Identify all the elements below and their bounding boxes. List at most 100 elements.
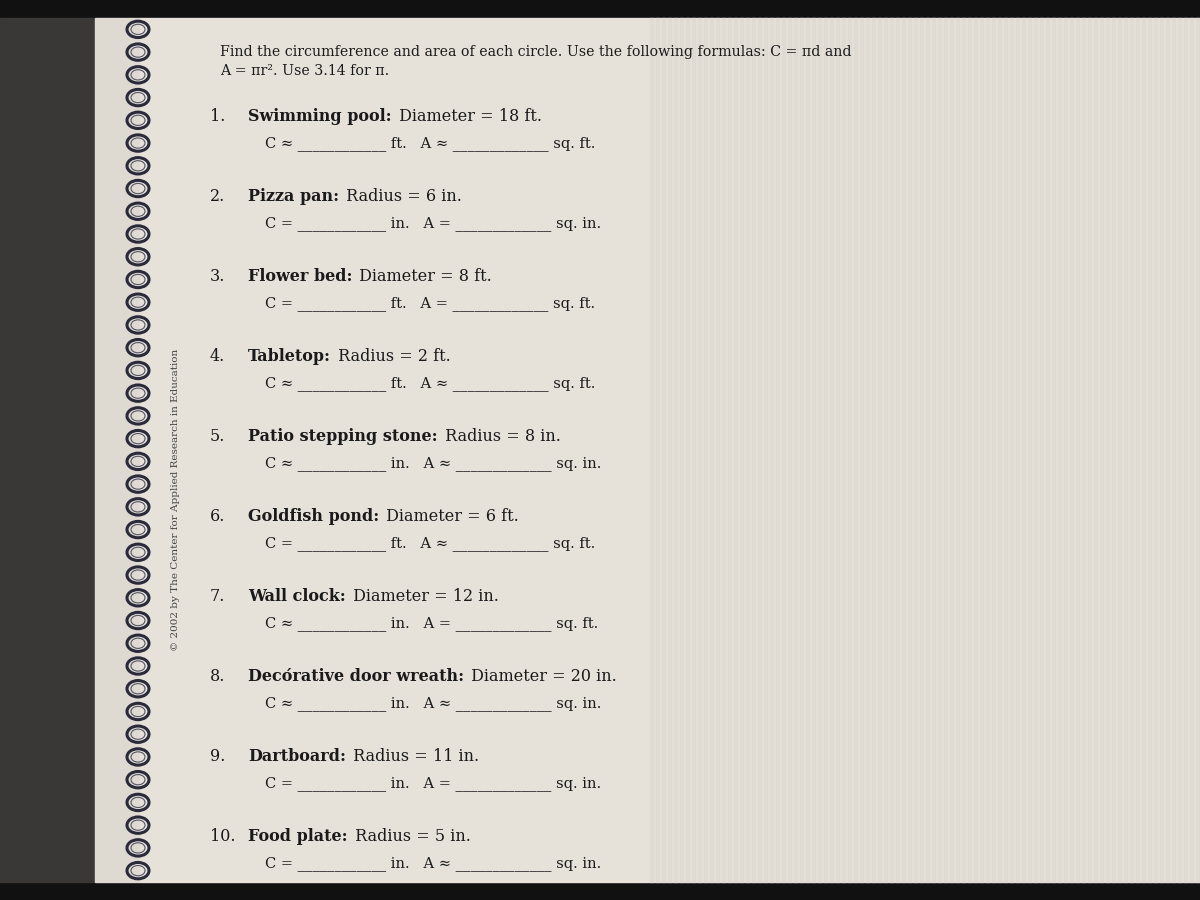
Bar (1148, 18, 1151, 882)
Bar (1046, 18, 1049, 882)
Bar (758, 18, 761, 882)
Bar (986, 18, 989, 882)
Bar (662, 18, 665, 882)
Bar (686, 18, 689, 882)
Bar (1160, 18, 1163, 882)
Text: Diameter = 20 in.: Diameter = 20 in. (466, 668, 617, 685)
Bar (1112, 18, 1115, 882)
Text: 4.: 4. (210, 348, 226, 365)
Text: Diameter = 18 ft.: Diameter = 18 ft. (394, 108, 541, 125)
Text: Wall clock:: Wall clock: (248, 588, 346, 605)
Text: C ≈ ____________ ft.   A ≈ _____________ sq. ft.: C ≈ ____________ ft. A ≈ _____________ s… (265, 136, 595, 151)
Bar (1010, 18, 1013, 882)
Bar (800, 18, 803, 882)
Bar (1100, 18, 1103, 882)
Bar (1022, 18, 1025, 882)
Bar (890, 18, 893, 882)
Bar (728, 18, 731, 882)
Text: © 2002 by The Center for Applied Research in Education: © 2002 by The Center for Applied Researc… (170, 349, 180, 651)
Text: Food plate:: Food plate: (248, 828, 348, 845)
Bar (950, 18, 953, 882)
Text: C = ____________ in.   A ≈ _____________ sq. in.: C = ____________ in. A ≈ _____________ s… (265, 856, 601, 871)
Bar (902, 18, 905, 882)
Text: Diameter = 12 in.: Diameter = 12 in. (348, 588, 499, 605)
Bar (722, 18, 725, 882)
Text: C ≈ ____________ in.   A ≈ _____________ sq. in.: C ≈ ____________ in. A ≈ _____________ s… (265, 696, 601, 711)
Bar (0, 0, 1200, 18)
Bar (95, 18, 140, 882)
Bar (1190, 18, 1193, 882)
Text: Swimming pool:: Swimming pool: (248, 108, 391, 125)
Bar (1178, 18, 1181, 882)
Bar (878, 18, 881, 882)
Bar (1028, 18, 1031, 882)
Bar (734, 18, 737, 882)
Bar (710, 18, 713, 882)
Text: 10.: 10. (210, 828, 235, 845)
Bar (1004, 18, 1007, 882)
Bar (140, 18, 1200, 882)
Text: 6.: 6. (210, 508, 226, 525)
Bar (1088, 18, 1091, 882)
Bar (764, 18, 767, 882)
Bar (680, 18, 683, 882)
Bar (0, 882, 1200, 900)
Text: Diameter = 6 ft.: Diameter = 6 ft. (382, 508, 520, 525)
Bar (992, 18, 995, 882)
Text: C ≈ ____________ ft.   A ≈ _____________ sq. ft.: C ≈ ____________ ft. A ≈ _____________ s… (265, 376, 595, 391)
Bar (656, 18, 659, 882)
Text: 2.: 2. (210, 188, 226, 205)
Text: Flower bed:: Flower bed: (248, 268, 353, 285)
Bar (872, 18, 875, 882)
Bar (1070, 18, 1073, 882)
Bar (926, 18, 929, 882)
Bar (692, 18, 695, 882)
Text: Radius = 5 in.: Radius = 5 in. (349, 828, 470, 845)
Bar (974, 18, 977, 882)
Bar (704, 18, 707, 882)
Text: Radius = 2 ft.: Radius = 2 ft. (334, 348, 451, 365)
Bar (812, 18, 815, 882)
Bar (1130, 18, 1133, 882)
Text: Decórative door wreath:: Decórative door wreath: (248, 668, 464, 685)
Bar (1016, 18, 1019, 882)
Bar (968, 18, 971, 882)
Bar (980, 18, 983, 882)
Bar (830, 18, 833, 882)
Bar (650, 18, 653, 882)
Bar (740, 18, 743, 882)
Bar (788, 18, 791, 882)
Text: Diameter = 8 ft.: Diameter = 8 ft. (354, 268, 492, 285)
Text: A = πr². Use 3.14 for π.: A = πr². Use 3.14 for π. (220, 64, 389, 78)
Text: 5.: 5. (210, 428, 226, 445)
Bar (1172, 18, 1175, 882)
Bar (1118, 18, 1121, 882)
Text: Radius = 11 in.: Radius = 11 in. (348, 748, 479, 765)
Bar (818, 18, 821, 882)
Bar (854, 18, 857, 882)
Bar (1124, 18, 1127, 882)
Text: C ≈ ____________ in.   A = _____________ sq. ft.: C ≈ ____________ in. A = _____________ s… (265, 616, 599, 631)
Bar (998, 18, 1001, 882)
Bar (1040, 18, 1043, 882)
Bar (752, 18, 755, 882)
Bar (698, 18, 701, 882)
Bar (806, 18, 809, 882)
Bar (1052, 18, 1055, 882)
Bar (1196, 18, 1199, 882)
Text: Radius = 8 in.: Radius = 8 in. (439, 428, 560, 445)
Bar (848, 18, 851, 882)
Text: 1.: 1. (210, 108, 226, 125)
Bar (836, 18, 839, 882)
Bar (842, 18, 845, 882)
Bar (668, 18, 671, 882)
Bar (1034, 18, 1037, 882)
Bar (908, 18, 911, 882)
Text: Pizza pan:: Pizza pan: (248, 188, 340, 205)
Text: 9.: 9. (210, 748, 226, 765)
Bar (860, 18, 863, 882)
Text: 7.: 7. (210, 588, 226, 605)
Text: Radius = 6 in.: Radius = 6 in. (341, 188, 462, 205)
Bar (1154, 18, 1157, 882)
Bar (1082, 18, 1085, 882)
